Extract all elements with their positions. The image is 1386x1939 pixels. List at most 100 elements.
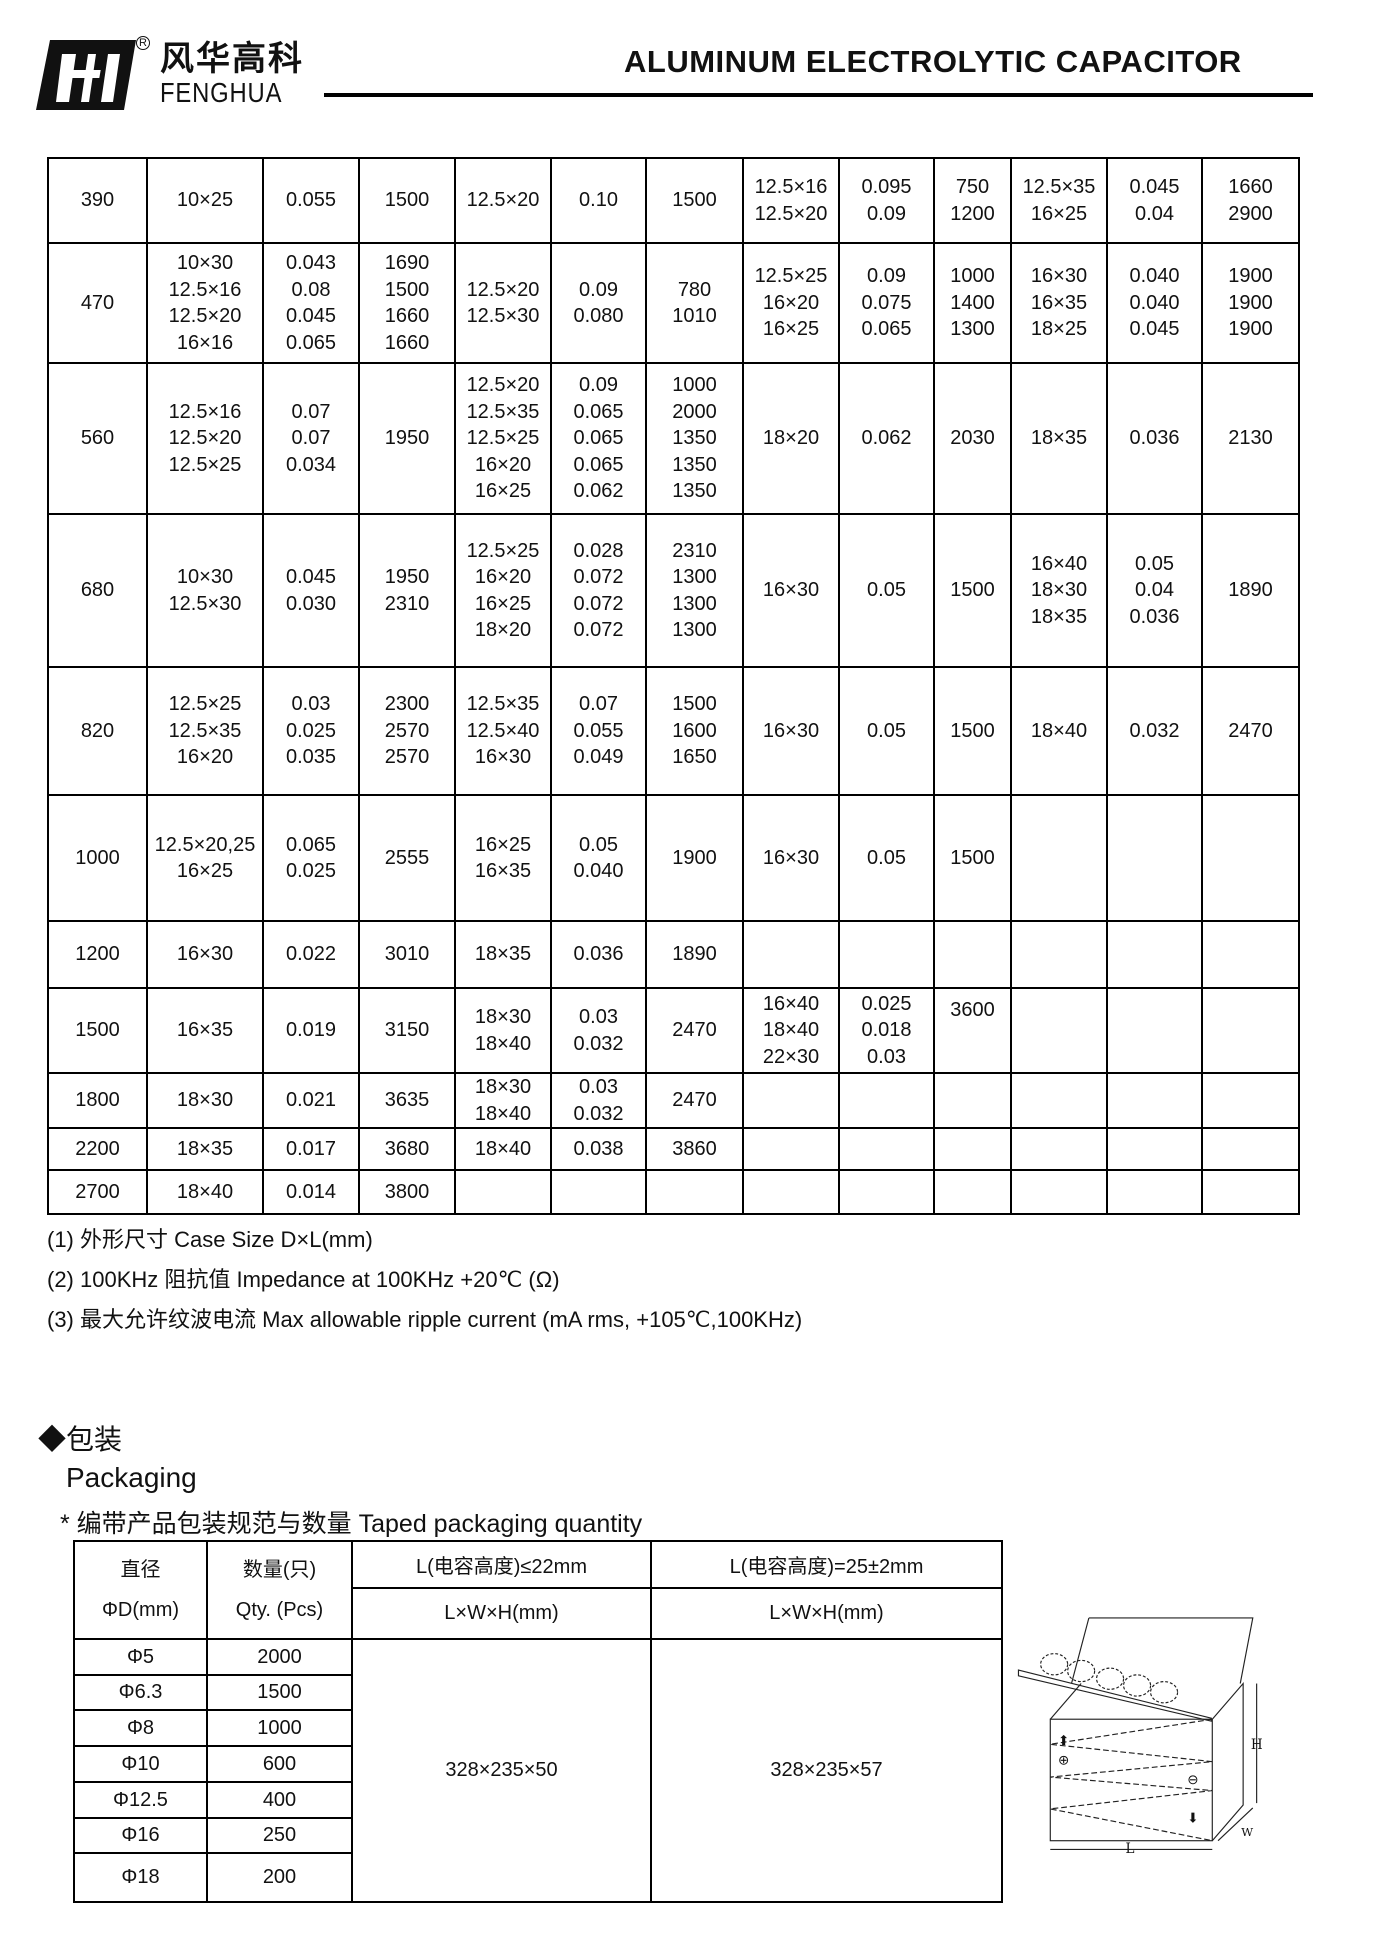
spec-row: 1500 16×35 0.019 3150 18×30 18×40 0.03 0.032 2… — [47, 987, 1300, 1074]
spec-row: 560 12.5×16 12.5×20 12.5×25 0.07 0.07 0.03… — [47, 362, 1300, 515]
registered-mark: R — [136, 36, 150, 50]
tape-strip — [1017, 1669, 1212, 1722]
header-height-22mm: L(电容高度)≤22mm — [351, 1540, 652, 1589]
spec-cell — [838, 920, 935, 989]
spec-cell: 0.09 0.065 0.065 0.065 0.062 — [550, 362, 647, 515]
spec-cell: 12.5×20,25 16×25 — [146, 794, 264, 922]
spec-cell: 12.5×35 16×25 — [1010, 157, 1108, 244]
quantity-cell: 400 — [206, 1781, 353, 1819]
document-title: ALUMINUM ELECTROLYTIC CAPACITOR — [624, 44, 1242, 79]
height-label: H — [1251, 1737, 1263, 1753]
spec-cell: 1660 2900 — [1201, 157, 1300, 244]
spec-cell — [742, 920, 840, 989]
spec-cell — [1201, 987, 1300, 1074]
spec-cell — [1010, 1072, 1108, 1129]
capacitance-cell: 1800 — [47, 1072, 148, 1129]
spec-cell: 0.05 — [838, 666, 935, 796]
spec-cell — [1106, 920, 1203, 989]
spec-cell: 18×35 — [454, 920, 552, 989]
spec-cell: 0.05 0.040 — [550, 794, 647, 922]
spec-row: 1200 16×30 0.022 3010 18×35 0.036 1890 — [47, 920, 1300, 989]
packaging-table: 直径 ΦD(mm) 数量(只) Qty. (Pcs) L(电容高度)≤22mm … — [73, 1540, 1003, 1903]
spec-cell: 12.5×25 16×20 16×25 — [742, 242, 840, 364]
box-size-short: 328×235×50 — [351, 1638, 652, 1903]
diameter-cell: Φ6.3 — [73, 1674, 208, 1711]
header-height-25mm: L(电容高度)=25±2mm — [650, 1540, 1003, 1589]
spec-cell — [1010, 1127, 1108, 1171]
spec-cell: 10×25 — [146, 157, 264, 244]
quantity-cell: 1500 — [206, 1674, 353, 1711]
capacitance-cell: 390 — [47, 157, 148, 244]
spec-cell: 12.5×25 12.5×35 16×20 — [146, 666, 264, 796]
spec-cell: 0.014 — [262, 1169, 360, 1215]
spec-cell: 0.03 0.032 — [550, 987, 647, 1074]
packaging-box-diagram: ⬆ ⊕ ⊖ ⬇ H W L — [1017, 1617, 1263, 1856]
spec-cell: 0.043 0.08 0.045 0.065 — [262, 242, 360, 364]
header-dims-long: L×W×H(mm) — [650, 1587, 1003, 1640]
spec-cell — [1201, 920, 1300, 989]
diameter-cell: Φ5 — [73, 1638, 208, 1676]
header-quantity: 数量(只) Qty. (Pcs) — [206, 1540, 353, 1640]
fold-lines — [1050, 1718, 1213, 1842]
spec-row: 820 12.5×25 12.5×35 16×20 0.03 0.025 0.035… — [47, 666, 1300, 796]
spec-cell — [742, 1072, 840, 1129]
spec-cell — [1106, 1127, 1203, 1171]
header-quantity-en: Qty. (Pcs) — [235, 1599, 324, 1621]
spec-cell — [1010, 987, 1108, 1074]
quantity-cell: 2000 — [206, 1638, 353, 1676]
header-diameter-en: ΦD(mm) — [101, 1599, 180, 1621]
spec-cell: 0.10 — [550, 157, 647, 244]
capacitance-cell: 680 — [47, 513, 148, 668]
spec-cell: 16×35 — [146, 987, 264, 1074]
spec-cell: 18×30 — [146, 1072, 264, 1129]
minus-icon: ⊖ — [1187, 1772, 1198, 1787]
spec-cell — [838, 1169, 935, 1215]
spec-cell: 12.5×20 — [454, 157, 552, 244]
capacitance-cell: 2700 — [47, 1169, 148, 1215]
spec-cell: 1690 1500 1660 1660 — [358, 242, 456, 364]
spec-cell — [1010, 794, 1108, 922]
spec-cell — [933, 1169, 1012, 1215]
note-ripple-current: (3) 最大允许纹波电流 Max allowable ripple curren… — [47, 1307, 803, 1332]
spec-cell: 10×30 12.5×16 12.5×20 16×16 — [146, 242, 264, 364]
spec-cell: 3150 — [358, 987, 456, 1074]
spec-cell: 0.09 0.075 0.065 — [838, 242, 935, 364]
spec-cell: 750 1200 — [933, 157, 1012, 244]
capacitance-cell: 2200 — [47, 1127, 148, 1171]
spec-cell — [838, 1072, 935, 1129]
spec-cell: 3800 — [358, 1169, 456, 1215]
spec-cell: 0.05 — [838, 513, 935, 668]
arrow-up-icon: ⬆ — [1058, 1733, 1069, 1748]
plus-icon: ⊕ — [1058, 1753, 1069, 1768]
spec-cell: 1500 — [933, 513, 1012, 668]
spec-cell — [1106, 1072, 1203, 1129]
spec-cell: 0.062 — [838, 362, 935, 515]
length-label: L — [1126, 1841, 1135, 1856]
spec-cell: 16×25 16×35 — [454, 794, 552, 922]
box-lid — [1088, 1617, 1254, 1684]
spec-cell: 0.065 0.025 — [262, 794, 360, 922]
spec-cell: 780 1010 — [645, 242, 744, 364]
spec-row: 1000 12.5×20,25 16×25 0.065 0.025 2555 16×25… — [47, 794, 1300, 922]
diameter-cell: Φ10 — [73, 1745, 208, 1783]
spec-cell: 16×30 — [146, 920, 264, 989]
capacitance-cell: 1500 — [47, 987, 148, 1074]
spec-cell: 1900 1900 1900 — [1201, 242, 1300, 364]
spec-cell: 1000 1400 1300 — [933, 242, 1012, 364]
spec-cell: 18×35 — [146, 1127, 264, 1171]
spec-cell — [1010, 920, 1108, 989]
spec-cell: 0.028 0.072 0.072 0.072 — [550, 513, 647, 668]
spec-cell — [1201, 1169, 1300, 1215]
spec-cell: 1500 — [933, 794, 1012, 922]
spec-cell: 1500 — [933, 666, 1012, 796]
spec-cell: 3600 — [933, 987, 1012, 1074]
spec-cell: 16×30 — [742, 513, 840, 668]
spec-cell: 1000 2000 1350 1350 1350 — [645, 362, 744, 515]
spec-cell — [1106, 987, 1203, 1074]
arrow-down-icon: ⬇ — [1187, 1810, 1198, 1825]
box-front — [1049, 1718, 1213, 1842]
spec-cell — [933, 920, 1012, 989]
spec-cell — [550, 1169, 647, 1215]
spec-cell: 18×30 18×40 — [454, 1072, 552, 1129]
spec-cell: 0.022 — [262, 920, 360, 989]
